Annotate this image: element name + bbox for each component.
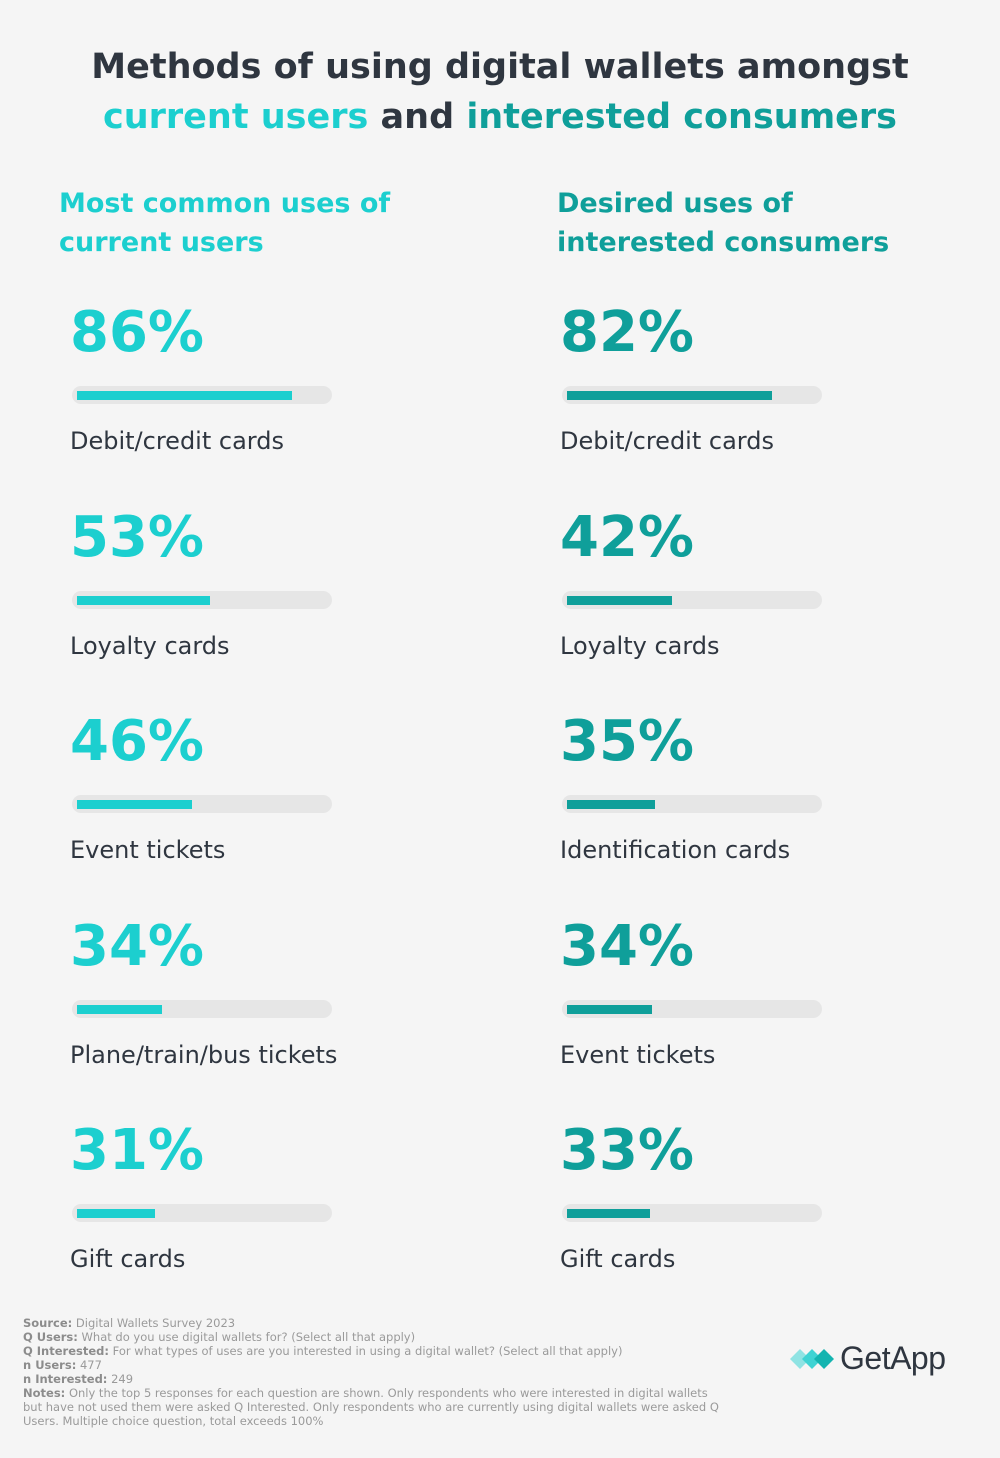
q-users-text: What do you use digital wallets for? (Se… xyxy=(81,1330,416,1344)
category-label: Gift cards xyxy=(70,1245,186,1273)
progress-bar-track xyxy=(562,795,822,813)
percent-value: 86% xyxy=(70,300,205,365)
progress-bar-fill xyxy=(77,595,210,605)
source-text: Digital Wallets Survey 2023 xyxy=(75,1316,236,1330)
progress-bar-track xyxy=(72,590,332,609)
n-users-value: 477 xyxy=(79,1358,102,1372)
notes-label: Notes: xyxy=(23,1386,66,1400)
progress-bar-track xyxy=(72,386,332,404)
progress-bar-fill xyxy=(567,391,772,400)
progress-bar-track xyxy=(562,1204,822,1222)
q-interested-text: For what types of uses are you intereste… xyxy=(112,1344,623,1358)
title-highlight-interested: interested consumers xyxy=(466,97,897,137)
progress-bar-fill xyxy=(567,1209,650,1218)
category-label: Debit/credit cards xyxy=(70,427,284,455)
interested-item: 82% Debit/credit cards xyxy=(560,300,980,490)
users-item: 46% Event tickets xyxy=(70,709,490,899)
logo-text: GetApp xyxy=(840,1340,946,1376)
percent-value: 31% xyxy=(70,1118,205,1183)
progress-bar-fill xyxy=(567,595,672,605)
percent-value: 33% xyxy=(560,1118,695,1183)
progress-bar-fill xyxy=(77,800,192,809)
progress-bar-track xyxy=(562,590,822,609)
progress-bar-fill xyxy=(567,1004,652,1014)
title-line1: Methods of using digital wallets amongst xyxy=(91,47,909,87)
users-item: 53% Loyalty cards xyxy=(70,505,490,695)
getapp-logo: GetApp xyxy=(790,1336,970,1382)
title-highlight-users: current users xyxy=(103,97,369,137)
category-label: Debit/credit cards xyxy=(560,427,774,455)
category-label: Event tickets xyxy=(560,1040,716,1069)
percent-value: 82% xyxy=(560,300,695,365)
percent-value: 53% xyxy=(70,504,205,570)
interested-item: 42% Loyalty cards xyxy=(560,505,980,695)
interested-item: 34% Event tickets xyxy=(560,914,980,1104)
source-label: Source: xyxy=(23,1316,73,1330)
category-label: Loyalty cards xyxy=(560,631,720,660)
percent-value: 46% xyxy=(70,709,205,774)
n-users-label: n Users: xyxy=(23,1358,77,1372)
progress-bar-fill xyxy=(77,1004,162,1014)
title-connector: and xyxy=(380,97,455,137)
progress-bar-fill xyxy=(77,1209,155,1218)
users-item: 86% Debit/credit cards xyxy=(70,300,490,490)
category-label: Event tickets xyxy=(70,836,226,864)
category-label: Loyalty cards xyxy=(70,631,230,660)
users-item: 34% Plane/train/bus tickets xyxy=(70,914,490,1104)
page-title: Methods of using digital wallets amongst… xyxy=(0,42,1000,142)
footnotes: Source: Digital Wallets Survey 2023 Q Us… xyxy=(23,1316,723,1428)
percent-value: 34% xyxy=(560,913,695,979)
progress-bar-track xyxy=(72,795,332,813)
n-interested-label: n Interested: xyxy=(23,1372,108,1386)
progress-bar-fill xyxy=(567,800,655,809)
progress-bar-track xyxy=(562,386,822,404)
progress-bar-track xyxy=(72,1204,332,1222)
n-interested-value: 249 xyxy=(111,1372,134,1386)
progress-bar-track xyxy=(72,999,332,1018)
progress-bar-track xyxy=(562,999,822,1018)
progress-bar-fill xyxy=(77,391,292,400)
percent-value: 34% xyxy=(70,913,205,979)
q-users-label: Q Users: xyxy=(23,1330,78,1344)
q-interested-label: Q Interested: xyxy=(23,1344,109,1358)
interested-column-heading: Desired uses of interested consumers xyxy=(557,188,890,258)
percent-value: 42% xyxy=(560,504,695,570)
getapp-chevrons-icon xyxy=(790,1349,834,1369)
percent-value: 35% xyxy=(560,709,695,774)
interested-item: 33% Gift cards xyxy=(560,1118,980,1308)
interested-item: 35% Identification cards xyxy=(560,709,980,899)
users-item: 31% Gift cards xyxy=(70,1118,490,1308)
category-label: Plane/train/bus tickets xyxy=(70,1040,338,1069)
category-label: Identification cards xyxy=(560,836,791,864)
category-label: Gift cards xyxy=(560,1245,676,1273)
notes-text: Only the top 5 responses for each questi… xyxy=(23,1386,719,1428)
users-column-heading: Most common uses of current users xyxy=(59,188,391,258)
